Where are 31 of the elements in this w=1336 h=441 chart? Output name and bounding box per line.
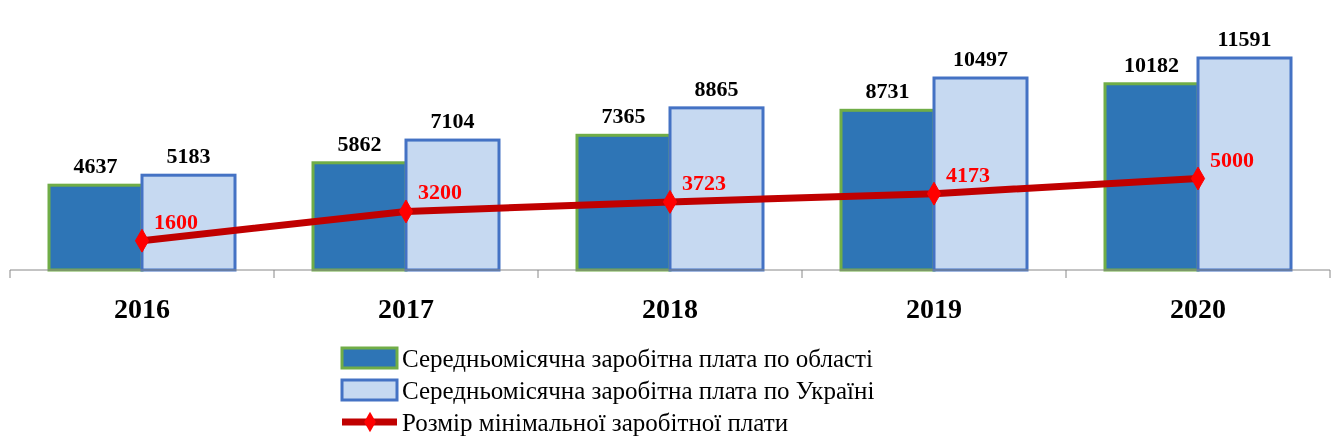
bar: [668, 106, 765, 272]
legend-label: Середньомісячна заробітна плата по Україні: [402, 377, 875, 404]
bar: [1196, 56, 1293, 272]
bar: [575, 133, 672, 272]
data-label: 7365: [601, 103, 646, 129]
x-tick-label: 2019: [906, 293, 962, 324]
bar: [47, 183, 144, 272]
data-label: 7104: [430, 108, 475, 134]
data-label: 11591: [1217, 26, 1272, 51]
data-label: 10182: [1124, 51, 1179, 77]
bar: [839, 108, 936, 272]
legend-label: Середньомісячна заробітна плата по області: [402, 345, 874, 372]
data-label: 3723: [682, 169, 726, 195]
x-tick-label: 2016: [114, 293, 170, 324]
bar: [932, 76, 1029, 272]
x-tick-label: 2017: [378, 293, 434, 324]
data-label: 1600: [154, 208, 198, 234]
data-label: 4173: [946, 161, 990, 187]
data-label: 5000: [1210, 146, 1254, 172]
legend-label: Розмір мінімальної заробітної плати: [402, 409, 789, 436]
bar: [404, 138, 501, 272]
data-label: 3200: [418, 179, 462, 205]
bar: [1103, 82, 1200, 272]
data-label: 8731: [865, 78, 910, 104]
data-label: 4637: [73, 153, 118, 179]
data-label: 8865: [694, 75, 739, 101]
data-label: 5183: [166, 143, 211, 169]
x-tick-label: 2020: [1170, 293, 1226, 324]
data-label: 5862: [337, 130, 382, 156]
data-label: 10497: [953, 46, 1008, 72]
x-tick-label: 2018: [642, 293, 698, 324]
